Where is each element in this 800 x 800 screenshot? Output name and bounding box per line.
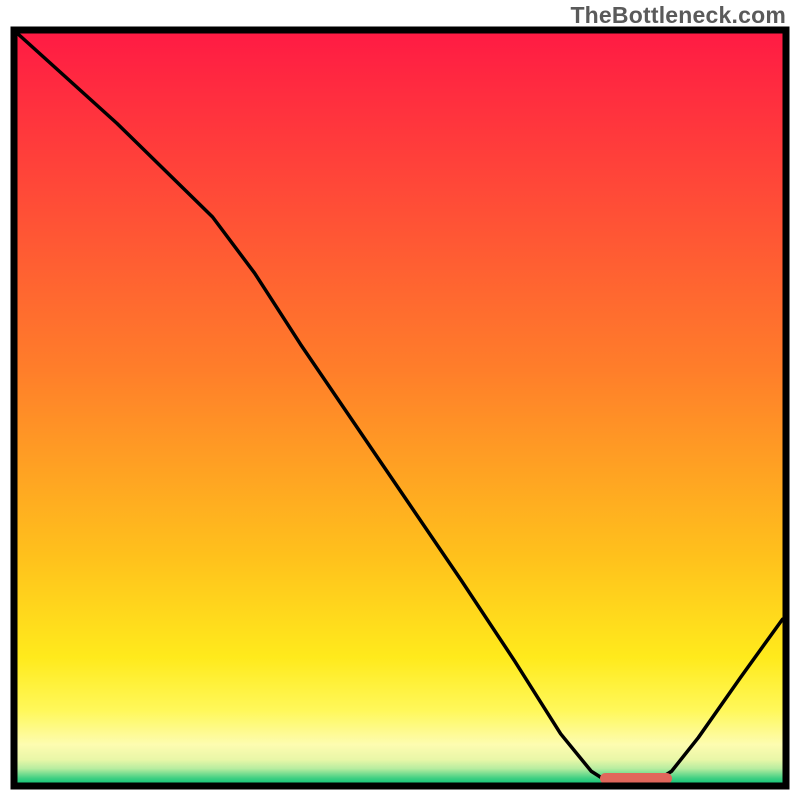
attribution-label: TheBottleneck.com: [570, 2, 786, 29]
chart-container: TheBottleneck.com: [0, 0, 800, 800]
plot-area: [14, 30, 786, 786]
optimal-marker: [600, 773, 672, 784]
